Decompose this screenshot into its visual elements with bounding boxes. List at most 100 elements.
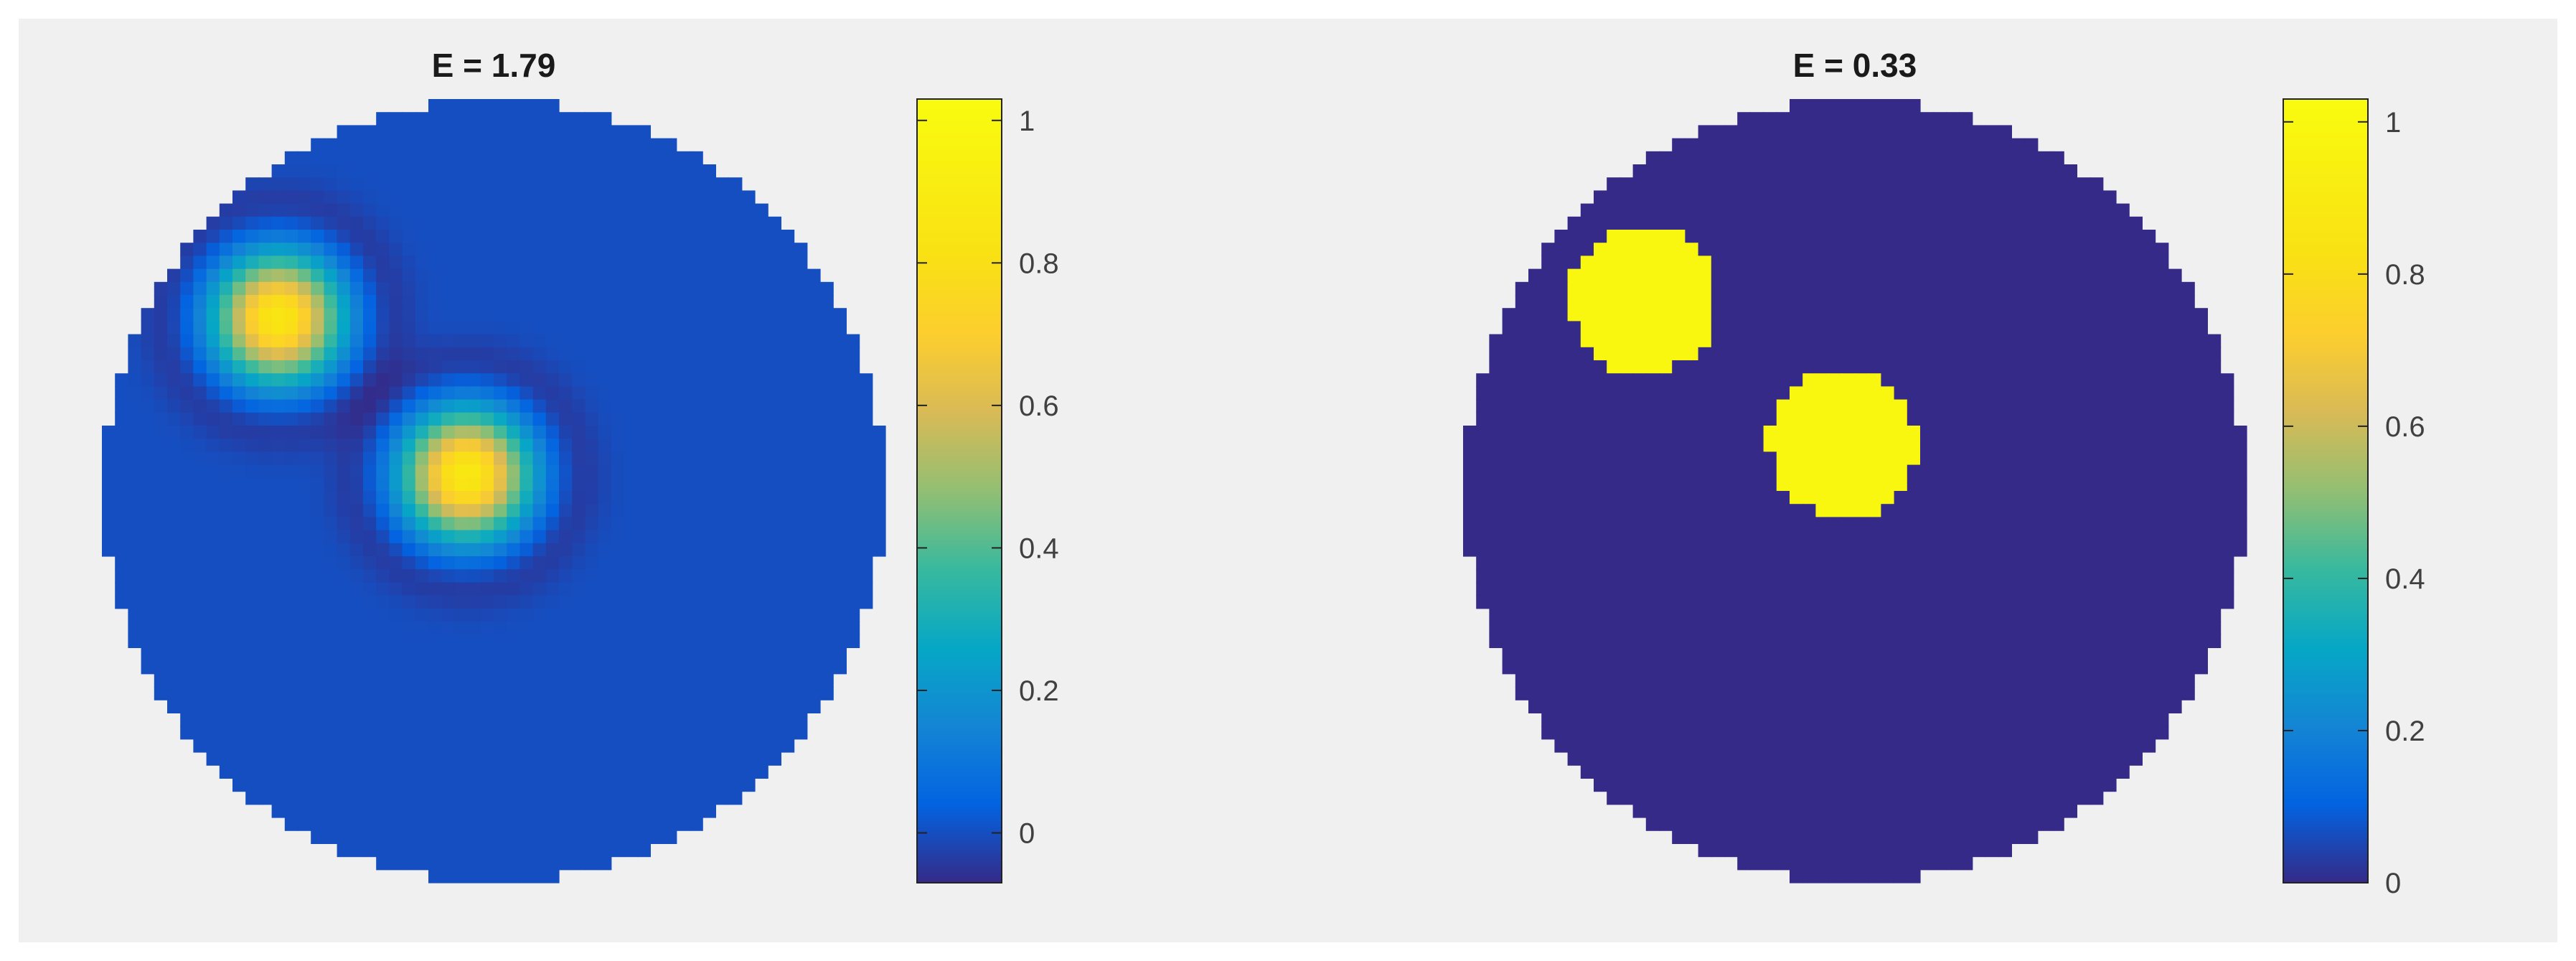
heatmap-cell <box>1972 543 1986 557</box>
heatmap-cell <box>141 334 155 348</box>
heatmap-cell <box>728 647 743 662</box>
heatmap-cell <box>1802 608 1816 622</box>
heatmap-cell <box>1567 334 1581 348</box>
heatmap-cell <box>1607 308 1620 322</box>
heatmap-cell <box>755 556 768 570</box>
heatmap-cell <box>715 216 730 230</box>
heatmap-cell <box>2090 634 2104 648</box>
heatmap-cell <box>376 491 390 505</box>
heatmap-cell <box>115 491 128 505</box>
heatmap-cell <box>167 373 181 387</box>
heatmap-cell <box>833 477 847 492</box>
heatmap-cell <box>741 530 756 544</box>
heatmap-cell <box>1515 504 1529 517</box>
heatmap-cell <box>585 504 599 517</box>
heatmap-cell <box>1645 556 1660 570</box>
heatmap-cell <box>180 517 194 531</box>
heatmap-cell <box>467 700 481 713</box>
heatmap-cell <box>467 125 481 139</box>
heatmap-cell <box>715 295 730 309</box>
heatmap-cell <box>1881 138 1895 152</box>
left-panel-title: E = 1.79 <box>431 47 556 84</box>
heatmap-cell <box>1815 256 1830 270</box>
heatmap-cell <box>428 412 442 426</box>
heatmap-cell <box>402 647 416 662</box>
heatmap-cell <box>768 216 781 230</box>
heatmap-cell <box>1959 138 1973 152</box>
heatmap-cell <box>2181 295 2195 309</box>
heatmap-cell <box>2168 622 2182 635</box>
heatmap-cell <box>585 164 599 178</box>
heatmap-cell <box>1894 608 1908 622</box>
heatmap-cell <box>2090 386 2104 400</box>
heatmap-cell <box>167 647 181 662</box>
heatmap-cell <box>1855 308 1868 322</box>
heatmap-cell <box>1907 622 1921 635</box>
heatmap-cell <box>715 582 730 596</box>
heatmap-cell <box>1502 504 1516 517</box>
heatmap-cell <box>2220 412 2234 426</box>
heatmap-cell <box>337 608 351 622</box>
heatmap-cell <box>598 125 612 139</box>
heatmap-cell <box>572 804 586 818</box>
heatmap-cell <box>1763 412 1777 426</box>
heatmap-cell <box>1998 373 2012 387</box>
heatmap-cell <box>2233 439 2247 452</box>
heatmap-cell <box>820 451 834 466</box>
heatmap-cell <box>702 230 716 243</box>
heatmap-cell <box>1959 243 1973 256</box>
heatmap-cell <box>2155 256 2169 270</box>
heatmap-cell <box>324 739 338 753</box>
heatmap-cell <box>1985 334 1999 348</box>
heatmap-cell <box>2142 451 2156 466</box>
heatmap-cell <box>507 726 520 740</box>
heatmap-cell <box>2142 268 2156 283</box>
heatmap-cell <box>1894 360 1908 374</box>
heatmap-cell <box>1776 517 1790 531</box>
heatmap-cell <box>389 412 403 426</box>
heatmap-cell <box>872 477 886 492</box>
heatmap-cell <box>768 530 781 544</box>
heatmap-cell <box>284 230 299 243</box>
heatmap-cell <box>454 726 469 740</box>
heatmap-cell <box>585 243 599 256</box>
heatmap-cell <box>2129 543 2143 557</box>
heatmap-cell <box>376 634 390 648</box>
heatmap-cell <box>454 151 469 165</box>
heatmap-cell <box>1907 608 1921 622</box>
heatmap-cell <box>1790 386 1803 400</box>
heatmap-cell <box>467 517 481 531</box>
heatmap-cell <box>807 477 821 492</box>
heatmap-cell <box>507 530 520 544</box>
heatmap-cell <box>676 386 690 400</box>
heatmap-cell <box>2011 464 2026 479</box>
heatmap-cell <box>1737 203 1751 217</box>
heatmap-cell <box>1659 373 1673 387</box>
heatmap-cell <box>585 830 599 844</box>
heatmap-cell <box>1502 334 1516 348</box>
heatmap-cell <box>781 334 795 348</box>
heatmap-cell <box>650 138 664 152</box>
heatmap-cell <box>611 164 625 178</box>
heatmap-cell <box>298 634 311 648</box>
heatmap-cell <box>1515 386 1529 400</box>
heatmap-cell <box>833 582 847 596</box>
heatmap-cell <box>520 673 534 688</box>
heatmap-cell <box>846 412 860 426</box>
heatmap-cell <box>1933 256 1947 270</box>
heatmap-cell <box>311 216 324 230</box>
heatmap-cell <box>2051 151 2064 165</box>
heatmap-cell <box>402 517 416 531</box>
heatmap-cell <box>741 426 756 439</box>
heatmap-cell <box>611 700 625 713</box>
heatmap-cell <box>637 569 651 583</box>
heatmap-cell <box>1802 190 1816 205</box>
heatmap-cell <box>245 595 259 609</box>
heatmap-cell <box>1972 412 1986 426</box>
heatmap-cell <box>1698 334 1712 348</box>
heatmap-cell <box>1933 517 1947 531</box>
heatmap-cell <box>1724 412 1738 426</box>
heatmap-cell <box>1881 230 1895 243</box>
heatmap-cell <box>1933 203 1947 217</box>
heatmap-cell <box>258 713 273 727</box>
